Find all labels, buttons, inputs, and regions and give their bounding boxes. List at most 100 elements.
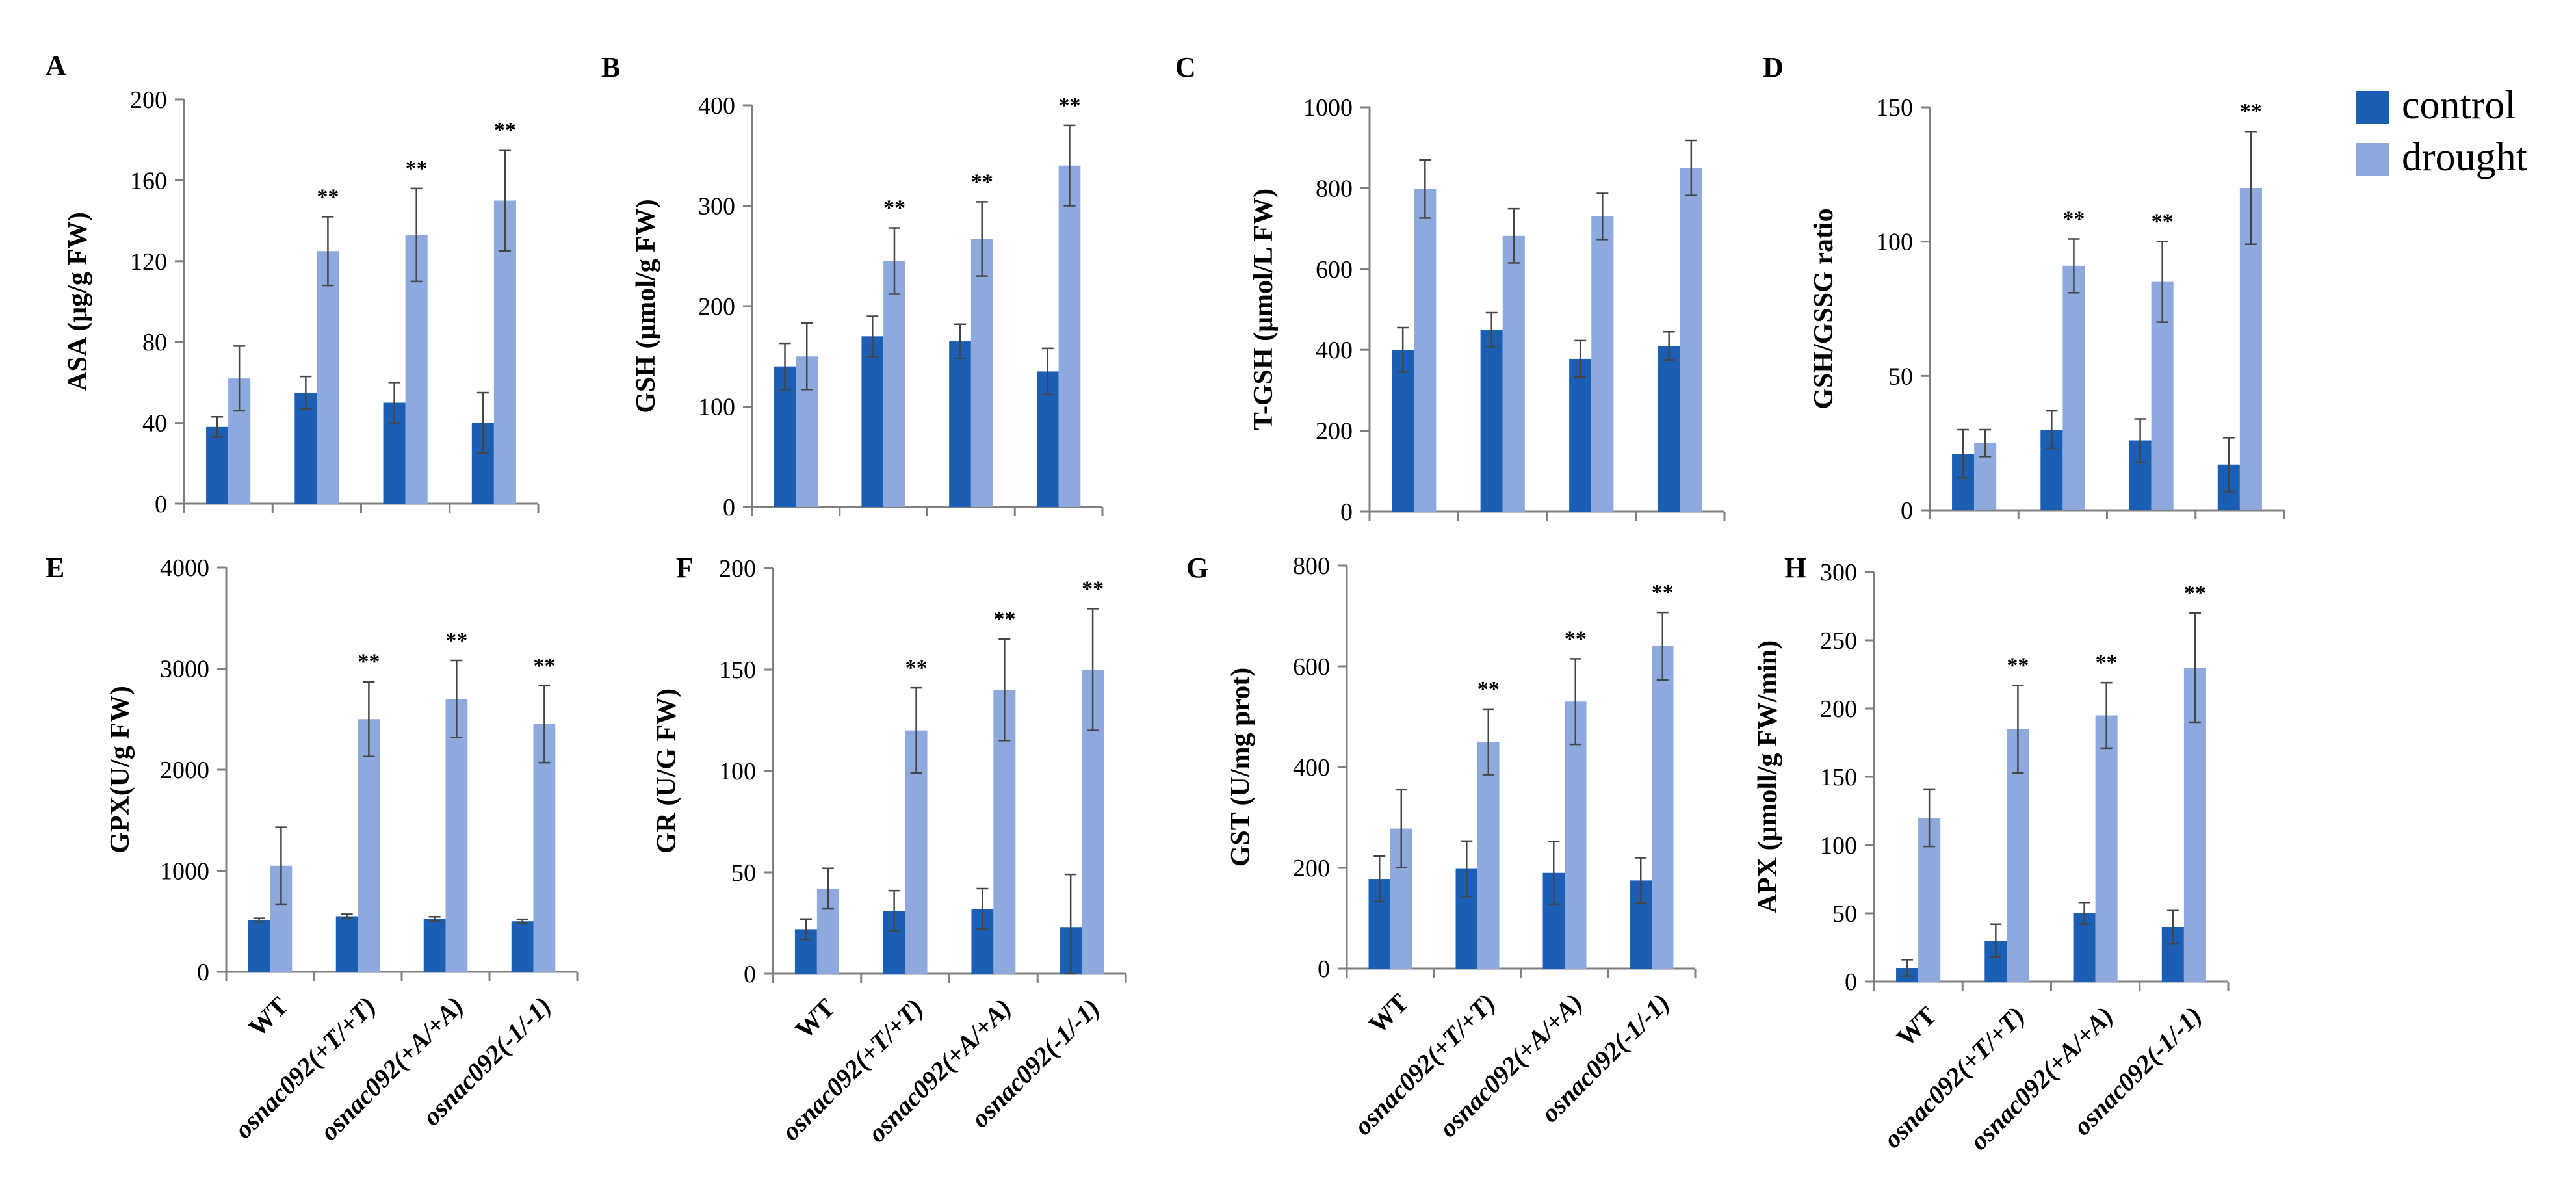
y-axis-label: GSH/GSSG ratio — [1809, 208, 1839, 409]
bar-drought — [445, 699, 468, 972]
y-tick-label: 200 — [719, 555, 756, 582]
bar-drought — [358, 719, 380, 972]
y-tick-label: 160 — [130, 167, 167, 194]
y-tick-label: 250 — [1820, 627, 1857, 655]
error-bar — [888, 227, 900, 295]
bar-control — [248, 920, 270, 972]
panel-letter: E — [46, 552, 64, 584]
bar-drought — [1591, 216, 1614, 512]
y-tick-label: 100 — [698, 394, 735, 421]
y-tick-label: 600 — [1316, 256, 1353, 283]
bar-control — [206, 426, 229, 504]
error-bar — [450, 659, 463, 738]
y-tick-label: 1000 — [1303, 94, 1353, 122]
error-bar — [1065, 873, 1077, 975]
x-category-label: WT — [242, 991, 294, 1042]
y-tick-label: 2000 — [160, 757, 209, 784]
y-tick-label: 200 — [130, 86, 167, 114]
error-bar — [2134, 418, 2146, 463]
y-tick-label: 0 — [744, 961, 756, 988]
error-bar — [300, 375, 312, 410]
significance-mark: ** — [2152, 210, 2174, 234]
panel-f: FGR (U/G FW)050100150200******WTosnac092… — [652, 552, 1127, 1148]
error-bar — [1485, 311, 1498, 348]
error-bar — [1685, 139, 1697, 196]
y-tick-label: 0 — [197, 959, 209, 986]
error-bar — [976, 201, 988, 277]
error-bar — [233, 345, 246, 412]
error-bar — [1041, 347, 1054, 396]
bar-drought — [970, 239, 993, 507]
y-tick-label: 100 — [719, 758, 756, 785]
y-axis-label: GSH (μmol/g FW) — [631, 199, 661, 413]
bar-drought — [1652, 646, 1674, 969]
error-bar — [363, 681, 375, 758]
bar-drought — [2095, 715, 2118, 982]
error-bar — [410, 187, 423, 283]
x-category-label: WT — [1891, 1000, 1942, 1052]
y-axis-label: T-GSH (μmol/L FW) — [1249, 189, 1279, 430]
y-axis-label: GST (U/mg prot) — [1226, 668, 1256, 867]
error-bar — [2100, 681, 2113, 750]
y-tick-label: 200 — [1820, 696, 1857, 723]
panel-letter: A — [46, 49, 66, 81]
error-bar — [1656, 611, 1669, 681]
legend-swatch-drought — [2356, 143, 2389, 176]
error-bar — [2166, 909, 2179, 945]
error-bar — [2068, 238, 2080, 294]
panel-letter: C — [1175, 51, 1196, 83]
y-tick-label: 50 — [731, 859, 756, 887]
error-bar — [2012, 685, 2024, 774]
error-bar — [1482, 708, 1494, 776]
bar-drought — [317, 251, 339, 504]
significance-mark: ** — [2062, 207, 2085, 231]
significance-mark: ** — [406, 157, 428, 181]
error-bar — [822, 867, 834, 910]
error-bar — [1596, 192, 1609, 241]
error-bar — [1063, 124, 1076, 207]
error-bar — [998, 638, 1011, 742]
y-axis-label: GPX(U/g FW) — [105, 686, 135, 854]
bar-control — [1569, 358, 1592, 512]
y-tick-label: 200 — [1293, 855, 1330, 882]
bar-control — [1480, 330, 1503, 512]
error-bar — [2222, 437, 2235, 493]
panel-letter: G — [1186, 552, 1208, 584]
bar-control — [1392, 350, 1414, 512]
error-bar — [2189, 612, 2201, 724]
panel-letter: H — [1784, 552, 1806, 584]
error-bar — [1373, 855, 1386, 903]
error-bar — [1419, 159, 1431, 219]
error-bar — [322, 216, 334, 287]
panel-letter: F — [676, 552, 694, 584]
y-tick-label: 120 — [130, 248, 167, 276]
y-tick-label: 400 — [1316, 337, 1353, 364]
y-tick-label: 600 — [1293, 653, 1330, 681]
y-tick-label: 0 — [1845, 969, 1857, 996]
error-bar — [341, 913, 353, 919]
y-tick-label: 3000 — [160, 656, 209, 683]
bar-control — [511, 921, 534, 972]
legend-swatch-control — [2356, 91, 2389, 124]
error-bar — [866, 315, 879, 358]
error-bar — [1574, 339, 1587, 378]
bar-drought — [1477, 742, 1500, 969]
significance-mark: ** — [2007, 653, 2029, 677]
bar-control — [861, 336, 884, 507]
error-bar — [388, 382, 400, 424]
error-bar — [2244, 130, 2257, 246]
error-bar — [1990, 923, 2002, 958]
error-bar — [253, 917, 265, 924]
significance-mark: ** — [971, 170, 993, 194]
error-bar — [976, 887, 989, 930]
y-tick-label: 800 — [1316, 175, 1353, 202]
significance-mark: ** — [533, 654, 555, 678]
error-bar — [428, 916, 441, 922]
y-tick-label: 150 — [719, 657, 756, 684]
error-bar — [1923, 788, 1936, 848]
panel-b: B GSH (μmol/g FW) 0 100 200 300 400 ** ** ** — [601, 51, 1104, 521]
significance-mark: ** — [883, 196, 905, 220]
legend-label-control: control — [2402, 83, 2516, 127]
significance-mark: ** — [358, 650, 380, 674]
